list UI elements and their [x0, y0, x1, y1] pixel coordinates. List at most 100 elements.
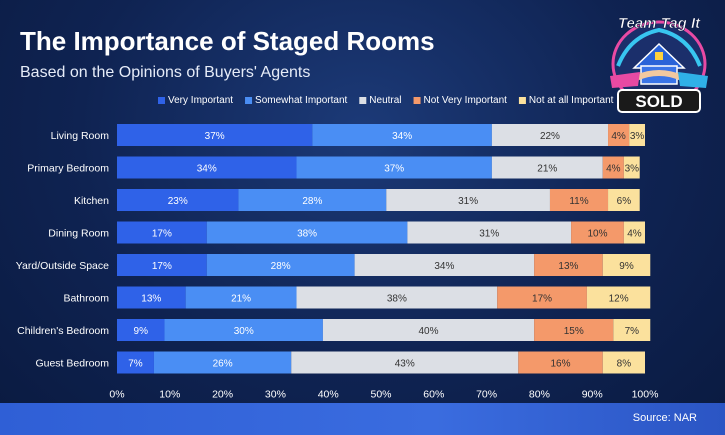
legend-label-2: Neutral: [369, 95, 401, 106]
data-label: 10%: [587, 229, 607, 240]
bar-segment: [296, 156, 492, 179]
data-label: 7%: [128, 359, 143, 370]
bar-segment: [206, 254, 355, 276]
legend-swatch-1: [245, 97, 253, 104]
bar-segment: [117, 221, 207, 244]
bar-segment: [117, 319, 165, 341]
bar-segment: [534, 319, 614, 341]
x-tick-label: 20%: [212, 389, 233, 401]
data-label: 43%: [395, 359, 415, 370]
data-label: 28%: [302, 196, 322, 207]
bar-segment: [164, 319, 323, 341]
bar-segment: [117, 254, 207, 276]
bar-segment: [322, 319, 535, 341]
bar-segment: [117, 189, 239, 211]
bar-segment: [534, 254, 603, 276]
data-label: 7%: [625, 326, 640, 337]
bar-segment: [491, 124, 609, 146]
data-label: 11%: [569, 196, 588, 207]
team-tag-it-logo: Team Tag It SOLD: [610, 15, 708, 113]
category-label: Children's Bedroom: [17, 325, 109, 337]
data-label: 12%: [609, 294, 629, 305]
data-label: 38%: [297, 229, 317, 240]
bar-segment: [602, 156, 624, 179]
bar-segment: [117, 156, 297, 179]
x-tick-label: 90%: [582, 389, 603, 401]
data-label: 40%: [419, 326, 439, 337]
bar-segment: [386, 189, 550, 211]
data-label: 13%: [558, 261, 578, 272]
data-label: 37%: [384, 164, 404, 175]
bar-segment: [185, 286, 297, 309]
bar-segment: [608, 124, 630, 146]
category-label: Bathroom: [63, 293, 109, 305]
data-label: 15%: [564, 326, 584, 337]
bar-segment: [518, 351, 603, 374]
data-label: 31%: [458, 196, 478, 207]
x-tick-label: 30%: [265, 389, 286, 401]
legend-swatch-0: [158, 97, 165, 104]
bar-segment: [629, 124, 645, 146]
bar-segment: [312, 124, 492, 146]
category-label: Yard/Outside Space: [16, 260, 109, 272]
data-label: 4%: [611, 131, 626, 142]
bar-segment: [206, 221, 408, 244]
x-tick-label: 40%: [318, 389, 339, 401]
x-tick-label: 50%: [370, 389, 391, 401]
bar-segment: [153, 351, 292, 374]
bar-segment: [571, 221, 624, 244]
bar-segment: [623, 221, 645, 244]
legend-label-1: Somewhat Important: [255, 95, 347, 106]
data-label: 6%: [617, 196, 632, 207]
data-label: 30%: [234, 326, 254, 337]
data-label: 21%: [231, 294, 251, 305]
data-label: 38%: [387, 294, 407, 305]
category-label: Dining Room: [48, 228, 109, 240]
bar-segment: [291, 351, 519, 374]
bar-segment: [608, 189, 640, 211]
x-tick-label: 100%: [632, 389, 659, 401]
bar-segment: [491, 156, 603, 179]
category-label: Living Room: [51, 130, 110, 142]
bar-segment: [117, 351, 154, 374]
x-tick-label: 0%: [109, 389, 124, 401]
legend-label-3: Not Very Important: [424, 95, 508, 106]
data-label: 31%: [479, 229, 499, 240]
data-label: 16%: [551, 359, 571, 370]
bar-segment: [238, 189, 387, 211]
data-label: 34%: [434, 261, 454, 272]
page-title: The Importance of Staged Rooms: [20, 26, 435, 56]
x-tick-label: 70%: [476, 389, 497, 401]
data-label: 3%: [630, 131, 645, 142]
data-label: 17%: [532, 294, 552, 305]
data-label: 22%: [540, 131, 560, 142]
legend-swatch-2: [359, 97, 367, 104]
legend-label-4: Not at all Important: [529, 95, 614, 106]
page-subtitle: Based on the Opinions of Buyers' Agents: [20, 64, 311, 81]
data-label: 13%: [141, 294, 161, 305]
data-label: 21%: [537, 164, 557, 175]
logo-text-sign: SOLD: [635, 92, 682, 111]
legend-swatch-3: [413, 97, 421, 104]
bar-segment: [497, 286, 587, 309]
data-label: 3%: [625, 164, 640, 175]
data-label: 37%: [205, 131, 225, 142]
stacked-bar-chart: Very Important Somewhat Important Neutral N…: [16, 95, 659, 401]
legend-label-0: Very Important: [168, 95, 233, 106]
bar-segment: [117, 286, 186, 309]
category-label: Kitchen: [74, 195, 109, 207]
bar-segment: [613, 319, 651, 341]
bar-segment: [407, 221, 572, 244]
data-label: 34%: [392, 131, 412, 142]
source-label: Source: NAR: [632, 412, 697, 424]
x-tick-label: 80%: [529, 389, 550, 401]
bar-segment: [602, 351, 645, 374]
logo-text-top: Team Tag It: [618, 15, 701, 32]
data-label: 26%: [213, 359, 233, 370]
legend-swatch-4: [518, 97, 526, 104]
data-label: 34%: [197, 164, 217, 175]
bar-segment: [549, 189, 609, 211]
data-label: 17%: [152, 261, 172, 272]
data-label: 28%: [271, 261, 291, 272]
bar-segment: [623, 156, 640, 179]
